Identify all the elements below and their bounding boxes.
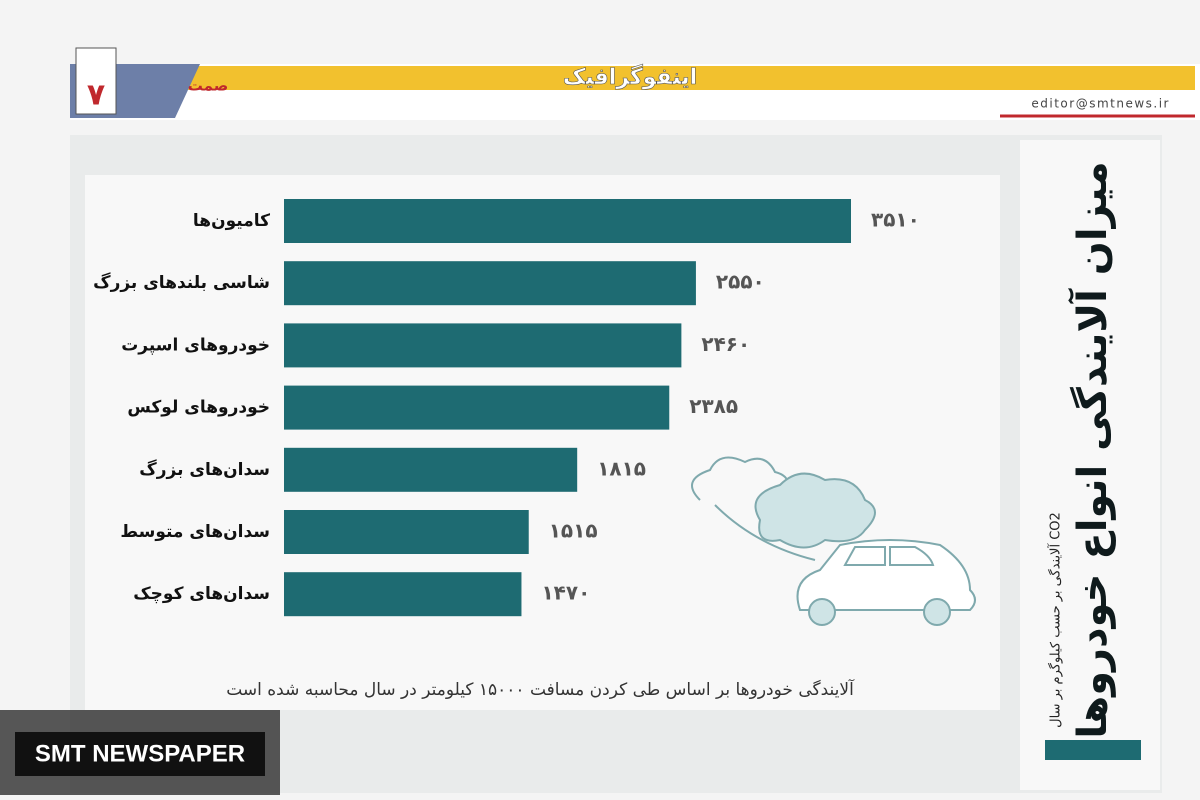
bar xyxy=(284,510,529,554)
bar xyxy=(284,385,670,430)
section-title: اینفوگرافیک xyxy=(563,63,697,90)
category-label: خودروهای اسپرت xyxy=(121,335,270,355)
category-label: کامیون‌ها xyxy=(193,211,270,231)
header-band xyxy=(180,66,1195,90)
value-label: ۱۸۱۵ xyxy=(597,456,646,480)
value-label: ۲۴۶۰ xyxy=(701,332,750,356)
bar xyxy=(284,447,578,492)
category-label: شاسی بلندهای بزرگ xyxy=(93,273,270,293)
chart-note: آلایندگی خودروها بر اساس طی کردن مسافت ۱… xyxy=(226,678,855,700)
page-number: ۷ xyxy=(87,78,105,113)
value-label: ۲۵۵۰ xyxy=(716,270,765,294)
chart-title: میزان آلایندگی انواع خودروها xyxy=(1067,161,1116,738)
value-label: ۱۴۷۰ xyxy=(541,581,590,605)
bar xyxy=(284,323,682,368)
watermark: SMT NEWSPAPER xyxy=(35,740,245,767)
page-box xyxy=(75,47,117,115)
value-label: ۱۵۱۵ xyxy=(549,519,598,543)
value-label: ۲۳۸۵ xyxy=(689,394,738,418)
title-accent xyxy=(1045,740,1141,760)
category-label: سدان‌های بزرگ xyxy=(139,460,270,480)
category-label: سدان‌های متوسط xyxy=(120,522,270,542)
bar xyxy=(284,261,696,306)
value-label: ۳۵۱۰ xyxy=(871,208,920,232)
logo: صمت xyxy=(188,77,228,95)
chart-area xyxy=(85,175,1000,710)
category-label: سدان‌های کوچک xyxy=(133,584,270,604)
email: editor@smtnews.ir xyxy=(1031,97,1170,111)
car-illustration xyxy=(691,456,976,626)
category-label: خودروهای لوکس xyxy=(127,398,270,418)
bar xyxy=(284,199,851,243)
chart-subtitle: آلایندگی بر حسب کیلوگرم بر سال CO2 xyxy=(1047,512,1064,728)
watermark-box xyxy=(15,732,265,776)
bar xyxy=(284,572,522,617)
title-area xyxy=(1020,140,1160,790)
